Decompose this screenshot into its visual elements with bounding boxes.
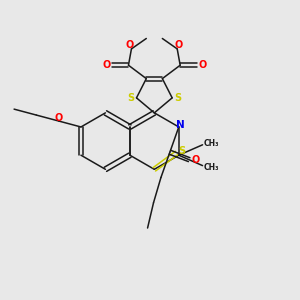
Text: O: O [126, 40, 134, 50]
Text: O: O [55, 113, 63, 123]
Text: S: S [128, 93, 135, 103]
Text: O: O [198, 60, 207, 70]
Text: N: N [176, 121, 184, 130]
Text: O: O [175, 40, 183, 50]
Text: O: O [192, 155, 200, 165]
Text: O: O [102, 60, 110, 70]
Text: S: S [174, 93, 181, 103]
Text: CH₃: CH₃ [203, 163, 219, 172]
Text: S: S [178, 146, 185, 157]
Text: CH₃: CH₃ [203, 139, 219, 148]
